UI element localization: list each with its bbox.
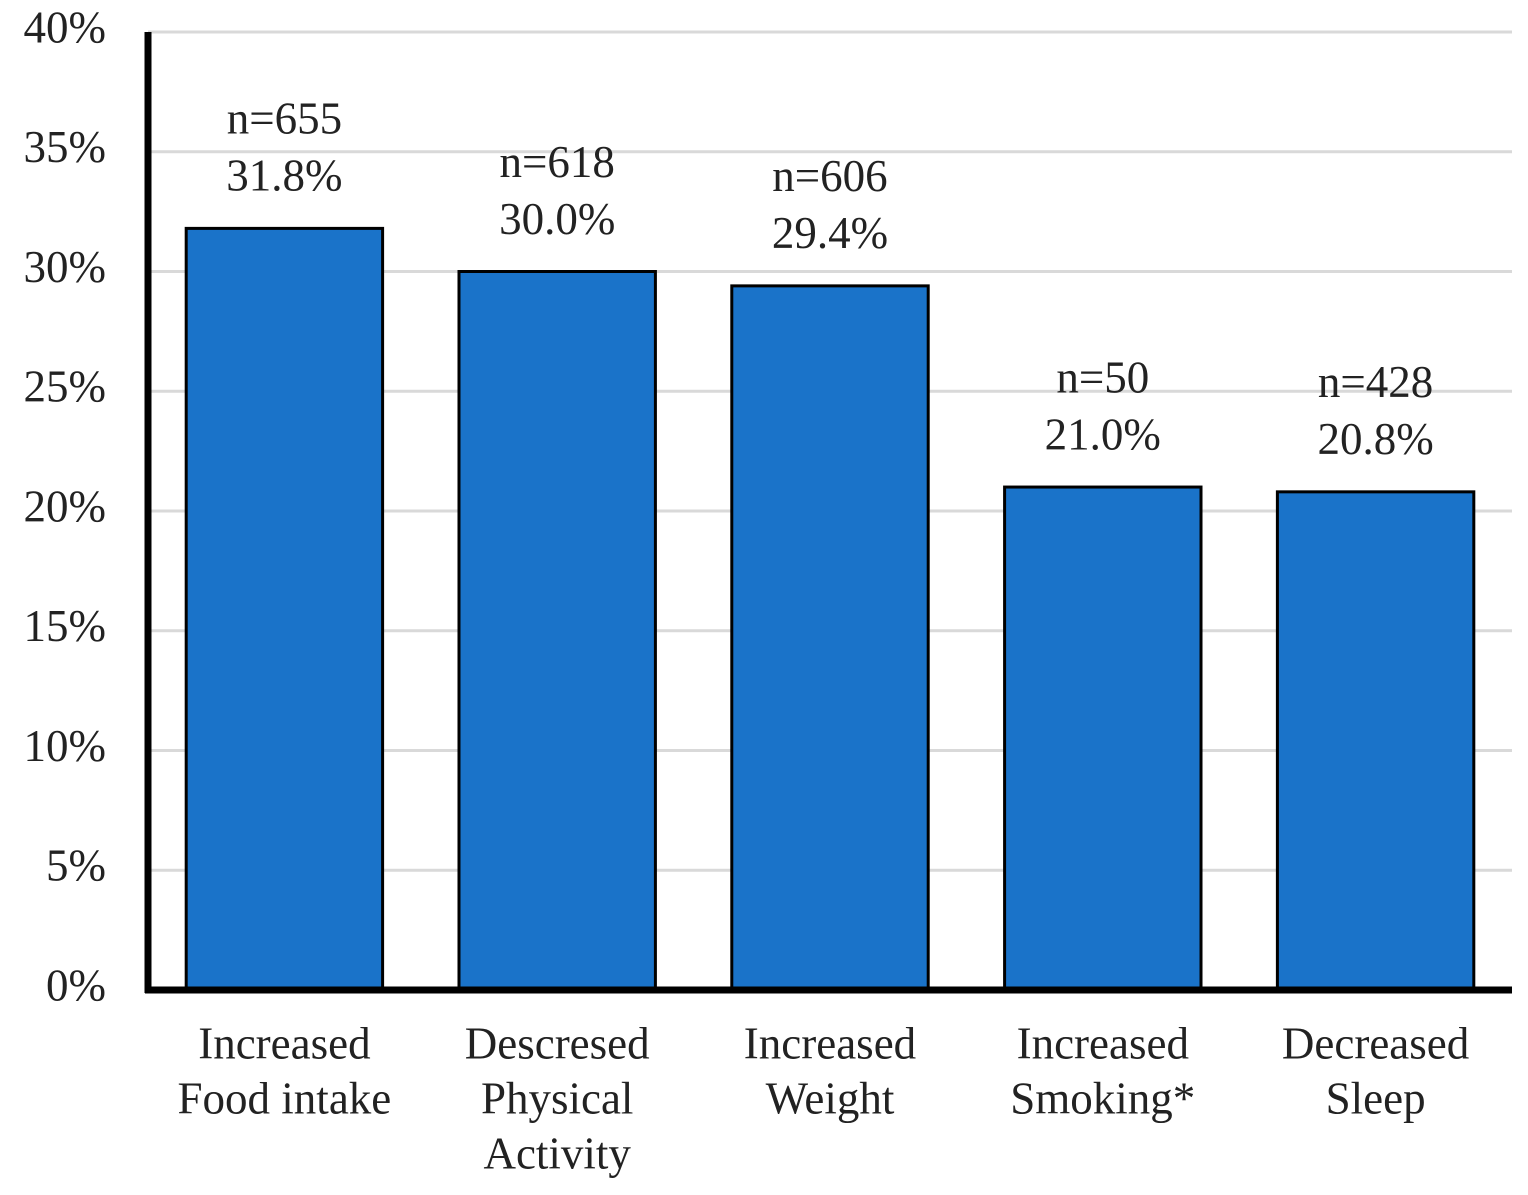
- y-tick-label: 35%: [24, 122, 107, 172]
- y-tick-label: 40%: [24, 2, 107, 52]
- x-tick-label: Decreased: [1282, 1018, 1469, 1068]
- x-tick-label: Sleep: [1326, 1073, 1426, 1123]
- y-tick-label: 25%: [24, 362, 107, 412]
- count-label: n=428: [1318, 357, 1433, 407]
- x-tick-label: Activity: [483, 1128, 631, 1178]
- y-tick-label: 10%: [24, 721, 107, 771]
- x-tick-label: Descresed: [465, 1018, 650, 1068]
- count-label: n=618: [500, 137, 615, 187]
- value-label: 20.8%: [1317, 414, 1433, 464]
- value-label: 21.0%: [1045, 409, 1161, 459]
- value-label: 30.0%: [499, 194, 615, 244]
- bar: [1275, 490, 1476, 992]
- count-label: n=50: [1056, 352, 1149, 402]
- count-label: n=655: [227, 94, 342, 144]
- y-tick-label: 5%: [46, 841, 106, 891]
- x-tick-label: Increased: [198, 1018, 370, 1068]
- x-tick-label: Smoking*: [1010, 1073, 1195, 1123]
- bar: [1003, 485, 1203, 992]
- y-tick-label: 0%: [46, 960, 106, 1010]
- value-label: 29.4%: [772, 208, 888, 258]
- x-tick-label: Increased: [744, 1018, 916, 1068]
- bar: [730, 284, 930, 992]
- x-tick-label: Increased: [1017, 1018, 1189, 1068]
- count-label: n=606: [772, 151, 887, 201]
- y-tick-label: 30%: [24, 242, 107, 292]
- x-tick-label: Food intake: [178, 1073, 392, 1123]
- x-tick-label: Weight: [766, 1073, 895, 1123]
- bar: [184, 226, 385, 992]
- bar: [457, 270, 657, 992]
- value-label: 31.8%: [226, 151, 342, 201]
- y-tick-label: 15%: [24, 601, 107, 651]
- x-tick-label: Physical: [481, 1073, 634, 1123]
- y-tick-label: 20%: [24, 481, 107, 531]
